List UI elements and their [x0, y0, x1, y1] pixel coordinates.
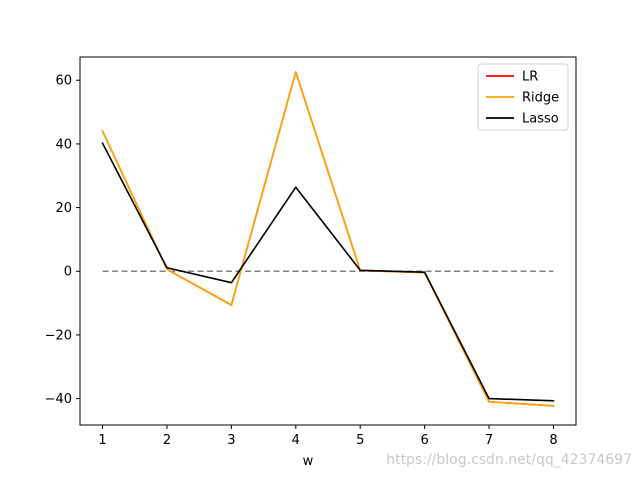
- y-tick-label: 20: [55, 201, 72, 216]
- x-tick-label: 3: [227, 433, 235, 448]
- legend: LR Ridge Lasso: [477, 63, 569, 131]
- x-axis-label: w: [303, 454, 314, 469]
- x-tick-label: 8: [549, 433, 557, 448]
- y-tick-label: 0: [64, 265, 72, 280]
- plot-area: [101, 71, 555, 407]
- watermark-text: https://blog.csdn.net/qq_42374697: [386, 452, 632, 468]
- y-tick-label: 40: [55, 137, 72, 152]
- x-tick-label: 6: [420, 433, 428, 448]
- legend-box: [477, 63, 569, 131]
- axes: 1 2 3 4 5 6 7 8 −40 −20 0 20 40 60: [45, 56, 577, 448]
- x-tick-label: 5: [356, 433, 364, 448]
- x-tick-label: 2: [163, 433, 171, 448]
- y-tick-label: 60: [55, 74, 72, 89]
- legend-label-lr: LR: [522, 70, 538, 85]
- series-line-ridge: [101, 71, 555, 407]
- x-tick-label: 1: [98, 433, 106, 448]
- plot-frame: [79, 56, 577, 426]
- y-tick-label: −40: [45, 392, 72, 407]
- x-tick-label: 4: [292, 433, 300, 448]
- y-tick-label: −20: [45, 328, 72, 343]
- legend-label-ridge: Ridge: [522, 91, 559, 106]
- series-line-lasso: [101, 142, 555, 402]
- x-tick-label: 7: [485, 433, 493, 448]
- legend-label-lasso: Lasso: [522, 112, 559, 127]
